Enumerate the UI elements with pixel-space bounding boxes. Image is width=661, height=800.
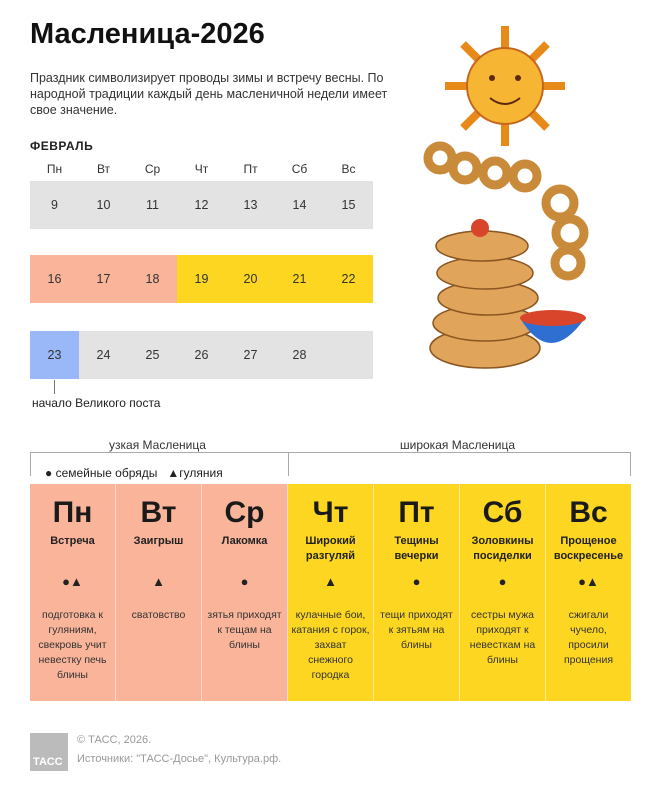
calendar-day: 13 (226, 181, 275, 229)
calendar-day: 27 (226, 331, 275, 379)
day-description: подготовка к гуляниям, свекровь учит нев… (38, 609, 107, 681)
pancakes-icon (429, 230, 541, 369)
day-name: Тещины вечерки (394, 535, 439, 562)
weekday-label: Ср (144, 162, 161, 176)
calendar-day: 17 (79, 255, 128, 303)
calendar-day: 12 (177, 181, 226, 229)
calendar-day: 21 (275, 255, 324, 303)
day-column: Чт Широкий разгуляй ▲ кулачные бои, катания… (288, 484, 374, 701)
day-abbr: Пт (398, 496, 435, 529)
narrow-bracket (30, 452, 288, 476)
day-name: Встреча (50, 535, 95, 547)
weekday-label: Сб (291, 162, 308, 176)
calendar-day: 10 (79, 181, 128, 229)
footer: © ТАСС, 2026. Источники: "ТАСС-Досье", К… (77, 731, 281, 769)
caviar-bowl-icon (520, 310, 586, 343)
month-label: ФЕВРАЛЬ (30, 139, 94, 153)
day-column: Вт Заигрыш ▲ сватовство (116, 484, 202, 701)
day-symbols: ▲ (324, 574, 337, 589)
wide-label: широкая Масленица (395, 438, 521, 452)
day-symbols: ● (240, 574, 249, 589)
legend: ● семейные обряды ▲гуляния (45, 466, 223, 480)
day-description: сжигали чучело, просили прощения (563, 609, 614, 666)
calendar-day: 28 (275, 331, 324, 379)
calendar-day: 20 (226, 255, 275, 303)
day-abbr: Сб (482, 496, 523, 529)
day-name: Широкий разгуляй (305, 535, 356, 562)
day-column: Ср Лакомка ● зятья приходят к тещам на блин… (202, 484, 288, 701)
day-name: Лакомка (221, 535, 268, 547)
day-description: кулачные бои, катания с горок, захват сн… (291, 609, 370, 681)
day-name: Прощеное воскресенье (553, 535, 624, 562)
day-symbols: ▲ (152, 574, 165, 589)
calendar-week: 16 17 18 19 20 21 22 (30, 255, 373, 303)
calendar-day: 14 (275, 181, 324, 229)
day-name: Заигрыш (133, 535, 184, 547)
calendar-day: 24 (79, 331, 128, 379)
day-name: Золовкины посиделки (471, 535, 534, 562)
calendar-day: 22 (324, 255, 373, 303)
day-symbols: ●▲ (578, 574, 599, 589)
weekday-label: Чт (194, 162, 209, 176)
intro-text: Праздник символизирует проводы зимы и вс… (30, 71, 388, 117)
day-description: сестры мужа приходят к невесткам на блин… (469, 609, 536, 666)
calendar-week: 23 24 25 26 27 28 (30, 331, 373, 379)
narrow-label: узкая Масленица (104, 438, 211, 452)
day-abbr: Вс (569, 496, 608, 529)
calendar-day: 11 (128, 181, 177, 229)
sources: Источники: "ТАСС-Досье", Культура.рф. (77, 753, 282, 765)
day-abbr: Вт (140, 496, 177, 529)
wide-bracket (288, 452, 631, 476)
day-abbr: Ср (224, 496, 265, 529)
weekday-label: Пн (46, 162, 63, 176)
day-abbr: Пн (52, 496, 93, 529)
sun-icon (445, 26, 565, 146)
day-abbr: Чт (312, 496, 349, 529)
calendar-day: 15 (324, 181, 373, 229)
lent-pointer (54, 380, 55, 394)
weekday-label: Вс (341, 162, 356, 176)
day-description: тещи приходят к зятьям на блины (380, 609, 453, 651)
day-description: сватовство (131, 609, 186, 621)
day-column: Вс Прощеное воскресенье ●▲ сжигали чучело, … (546, 484, 631, 701)
maslenitsa-illustration (423, 26, 589, 369)
day-description: зятья приходят к тещам на блины (207, 609, 282, 651)
calendar-day: 16 (30, 255, 79, 303)
calendar-day: 25 (128, 331, 177, 379)
legend-fest: ▲гуляния (167, 466, 223, 480)
lent-note: начало Великого поста (32, 396, 161, 410)
calendar-day: 19 (177, 255, 226, 303)
day-column: Сб Золовкины посиделки ● сестры мужа приход… (460, 484, 546, 701)
calendar-day (324, 331, 373, 379)
bagels-icon (423, 141, 589, 281)
day-column: Пт Тещины вечерки ● тещи приходят к зятьям … (374, 484, 460, 701)
day-symbols: ● (498, 574, 507, 589)
calendar-day: 23 (30, 331, 79, 379)
page-title: Масленица-2026 (30, 18, 265, 50)
day-symbols: ●▲ (62, 574, 83, 589)
weekday-label: Пт (243, 162, 258, 176)
day-column: Пн Встреча ●▲ подготовка к гуляниям, свекро… (30, 484, 116, 701)
calendar-day: 26 (177, 331, 226, 379)
weekday-label: Вт (96, 162, 111, 176)
day-symbols: ● (412, 574, 421, 589)
calendar-day: 18 (128, 255, 177, 303)
tass-logo: ТАСС (30, 733, 68, 771)
copyright: © ТАСС, 2026. (77, 734, 152, 746)
week-table: Пн Встреча ●▲ подготовка к гуляниям, свекро… (30, 484, 631, 701)
legend-family: ● семейные обряды (45, 466, 158, 480)
calendar-week: 9 10 11 12 13 14 15 (30, 181, 373, 229)
calendar-day: 9 (30, 181, 79, 229)
